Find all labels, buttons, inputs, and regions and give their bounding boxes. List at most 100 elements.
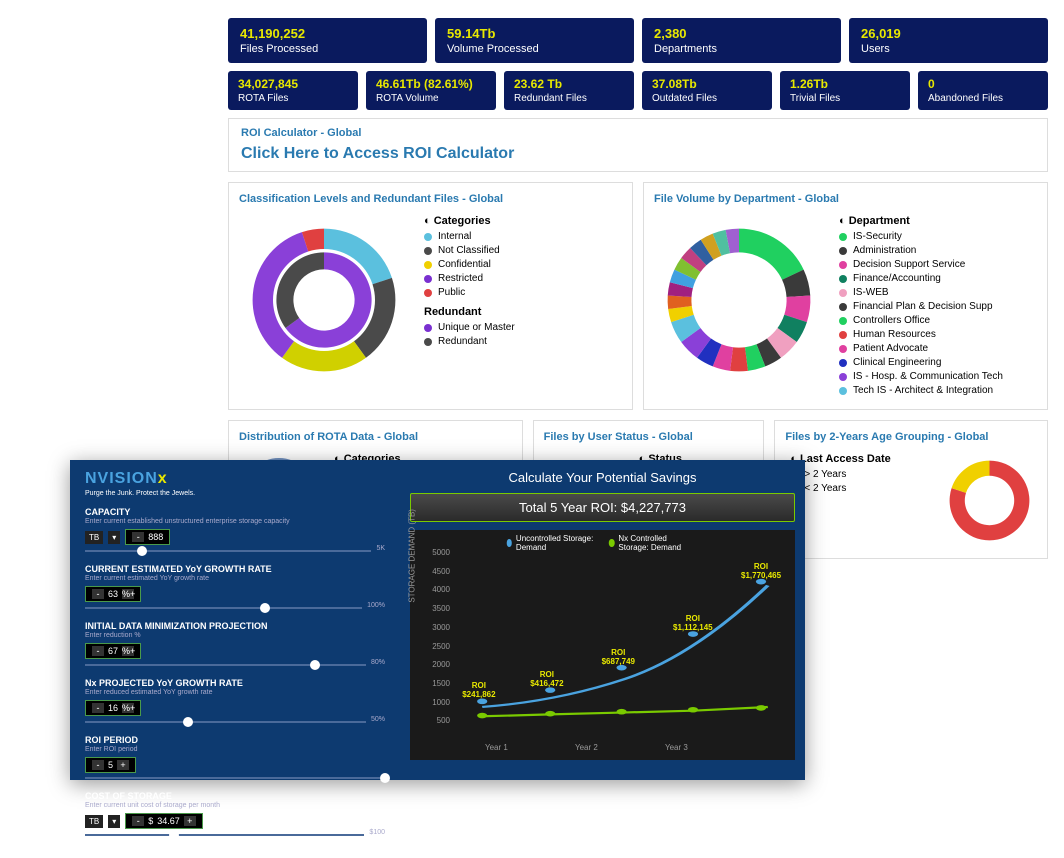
slider-value-box[interactable]: -16%+ — [85, 700, 141, 716]
kpi-value: 59.14Tb — [447, 26, 622, 41]
savings-chart[interactable]: Uncontrolled Storage: DemandNx Controlle… — [410, 530, 795, 760]
roi-banner-link[interactable]: Click Here to Access ROI Calculator — [241, 145, 1035, 163]
slider-sublabel: Enter current unit cost of storage per m… — [85, 802, 385, 809]
panel-title: File Volume by Department - Global — [654, 193, 1037, 205]
kpi-card[interactable]: 26,019Users — [849, 18, 1048, 63]
legend-label: Financial Plan & Decision Supp — [853, 301, 993, 312]
slider-thumb[interactable] — [310, 660, 320, 670]
legend-item[interactable]: > 2 Years — [790, 469, 942, 480]
increment-button[interactable]: + — [184, 816, 196, 826]
roi-total: Total 5 Year ROI: $4,227,773 — [410, 493, 795, 522]
x-tick: Year 2 — [575, 743, 598, 752]
kpi-label: ROTA Volume — [376, 93, 486, 104]
classification-donut[interactable] — [239, 215, 409, 385]
y-axis-label: STORAGE DEMAND (TB) — [408, 509, 417, 603]
legend-swatch — [839, 317, 847, 325]
legend-label: Confidential — [438, 259, 491, 270]
slider-track[interactable] — [85, 550, 371, 552]
increment-button[interactable]: %+ — [122, 589, 134, 599]
legend-item[interactable]: IS-Security — [839, 231, 1037, 242]
legend-item[interactable]: IS - Hosp. & Communication Tech — [839, 371, 1037, 382]
kpi-label: Outdated Files — [652, 93, 762, 104]
legend-item[interactable]: Redundant — [424, 336, 622, 347]
slider-track[interactable] — [85, 664, 366, 666]
kpi-card[interactable]: 23.62 TbRedundant Files — [504, 71, 634, 110]
legend-item[interactable]: Confidential — [424, 259, 622, 270]
kpi-card[interactable]: 41,190,252Files Processed — [228, 18, 427, 63]
decrement-button[interactable]: - — [92, 703, 104, 713]
legend-label: IS-Security — [853, 231, 902, 242]
legend-item[interactable]: Finance/Accounting — [839, 273, 1037, 284]
slider-track[interactable] — [85, 777, 380, 779]
slider-value-box[interactable]: -$34.67+ — [125, 813, 203, 829]
kpi-card[interactable]: 34,027,845ROTA Files — [228, 71, 358, 110]
slider-value-box[interactable]: -67%+ — [85, 643, 141, 659]
legend-item[interactable]: Controllers Office — [839, 315, 1037, 326]
legend-item[interactable]: Human Resources — [839, 329, 1037, 340]
unit-dropdown[interactable]: ▾ — [108, 531, 120, 544]
decrement-button[interactable]: - — [132, 532, 144, 542]
legend-item[interactable]: Administration — [839, 245, 1037, 256]
kpi-card[interactable]: 59.14TbVolume Processed — [435, 18, 634, 63]
kpi-card[interactable]: 46.61Tb (82.61%)ROTA Volume — [366, 71, 496, 110]
slider-max-label: 80% — [371, 659, 385, 666]
kpi-card[interactable]: 1.26TbTrivial Files — [780, 71, 910, 110]
legend-label: Finance/Accounting — [853, 273, 941, 284]
legend-item[interactable]: Financial Plan & Decision Supp — [839, 301, 1037, 312]
legend-swatch — [839, 345, 847, 353]
increment-button[interactable]: %+ — [122, 703, 134, 713]
legend-item[interactable]: Decision Support Service — [839, 259, 1037, 270]
decrement-button[interactable]: - — [92, 589, 104, 599]
legend-item[interactable]: Restricted — [424, 273, 622, 284]
legend-swatch — [839, 303, 847, 311]
kpi-row-top: 41,190,252Files Processed59.14TbVolume P… — [228, 18, 1048, 63]
slider-label: Nx PROJECTED YoY GROWTH RATE — [85, 678, 385, 688]
kpi-value: 1.26Tb — [790, 77, 900, 91]
slider-thumb[interactable] — [380, 773, 390, 783]
slider-track[interactable] — [85, 721, 366, 723]
kpi-card[interactable]: 2,380Departments — [642, 18, 841, 63]
legend-item[interactable]: Public — [424, 287, 622, 298]
legend-dot — [506, 539, 512, 547]
legend-label: Unique or Master — [438, 322, 515, 333]
slider-value-box[interactable]: -63%+ — [85, 586, 141, 602]
slider-thumb[interactable] — [169, 830, 179, 840]
legend-item[interactable]: Clinical Engineering — [839, 357, 1037, 368]
calculator-title: Calculate Your Potential Savings — [410, 470, 795, 485]
kpi-card[interactable]: 0Abandoned Files — [918, 71, 1048, 110]
roi-banner: ROI Calculator - Global Click Here to Ac… — [228, 118, 1048, 172]
slider-thumb[interactable] — [137, 546, 147, 556]
pricing-examples-link[interactable]: Click Here for Storage Pricing Examples — [85, 848, 385, 858]
kpi-value: 34,027,845 — [238, 77, 348, 91]
slider-value-box[interactable]: -888 — [125, 529, 170, 545]
increment-button[interactable]: + — [117, 760, 129, 770]
legend-label: Redundant — [438, 336, 487, 347]
roi-point-label: ROI$416,472 — [530, 670, 563, 688]
slider-value-box[interactable]: -5+ — [85, 757, 136, 773]
slider-sublabel: Enter current estimated YoY growth rate — [85, 575, 385, 582]
legend-item[interactable]: Not Classified — [424, 245, 622, 256]
slider-thumb[interactable] — [183, 717, 193, 727]
legend-item[interactable]: Unique or Master — [424, 322, 622, 333]
panel-title: Files by User Status - Global — [544, 431, 754, 443]
slider-group: CAPACITY Enter current established unstr… — [85, 507, 385, 552]
legend-item[interactable]: Patient Advocate — [839, 343, 1037, 354]
legend-item[interactable]: Internal — [424, 231, 622, 242]
decrement-button[interactable]: - — [132, 816, 144, 826]
increment-button[interactable]: %+ — [122, 646, 134, 656]
slider-track[interactable] — [85, 834, 364, 836]
slider-label: CAPACITY — [85, 507, 385, 517]
legend-label: IS-WEB — [853, 287, 889, 298]
slider-track[interactable] — [85, 607, 362, 609]
legend-item[interactable]: Tech IS - Architect & Integration — [839, 385, 1037, 396]
kpi-value: 23.62 Tb — [514, 77, 624, 91]
slider-thumb[interactable] — [260, 603, 270, 613]
legend-item[interactable]: < 2 Years — [790, 483, 942, 494]
kpi-card[interactable]: 37.08TbOutdated Files — [642, 71, 772, 110]
decrement-button[interactable]: - — [92, 760, 104, 770]
department-donut[interactable] — [654, 215, 824, 399]
decrement-button[interactable]: - — [92, 646, 104, 656]
age-donut[interactable] — [942, 453, 1037, 548]
legend-item[interactable]: IS-WEB — [839, 287, 1037, 298]
unit-dropdown[interactable]: ▾ — [108, 815, 120, 828]
